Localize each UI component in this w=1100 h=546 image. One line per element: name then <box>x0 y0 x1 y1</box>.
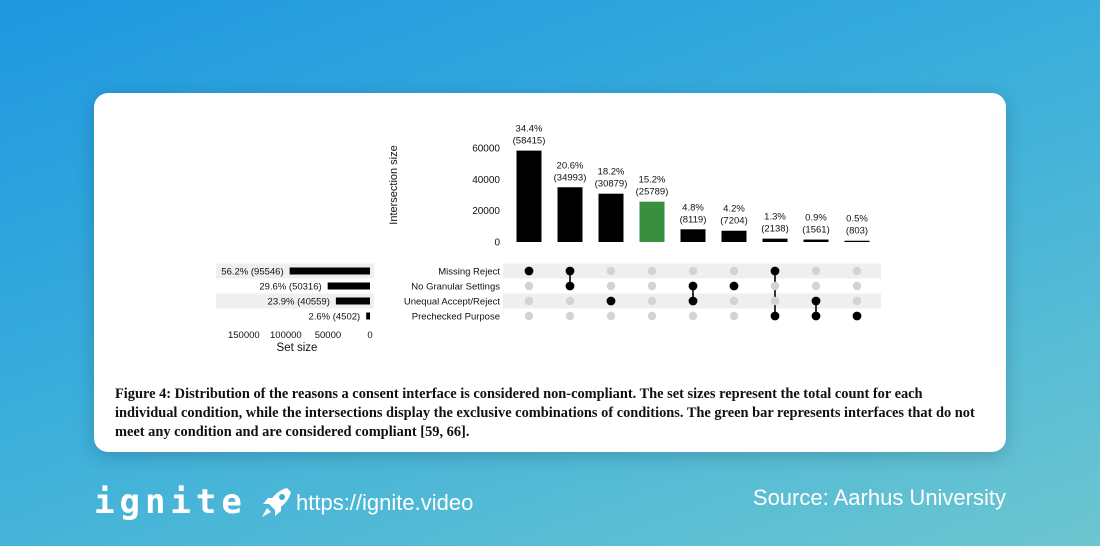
matrix-dot-inactive <box>811 281 821 291</box>
ignite-logo[interactable]: ignite <box>94 482 297 522</box>
matrix-dot-active <box>770 311 780 321</box>
matrix-dot-inactive <box>647 266 657 276</box>
bar-pct-label: 4.2% <box>723 204 745 215</box>
intersection-bar <box>516 150 542 242</box>
set-size-bar <box>366 312 370 320</box>
matrix-dot-inactive <box>565 311 575 321</box>
bar-count-label: (8119) <box>680 214 707 225</box>
bar-pct-label: 18.2% <box>598 167 625 178</box>
intersection-bar <box>844 240 870 242</box>
bar-count-label: (1561) <box>802 225 829 236</box>
set-size-label: 2.6% (4502) <box>308 312 360 323</box>
bar-count-label: (803) <box>846 226 868 237</box>
bar-pct-label: 1.3% <box>764 212 786 223</box>
bar-pct-label: 34.4% <box>516 124 543 135</box>
matrix-dot-inactive <box>770 296 780 306</box>
set-name-label: Prechecked Purpose <box>412 312 500 323</box>
x-tick-label: 150000 <box>228 330 260 341</box>
upset-chart: 0 20000 40000 60000 Intersection size 34.4%(5… <box>216 124 881 354</box>
x-tick-label: 0 <box>367 330 372 341</box>
intersection-bar <box>598 193 624 242</box>
matrix-dot-inactive <box>729 266 739 276</box>
matrix-dot-active <box>565 281 575 291</box>
bar-count-label: (30879) <box>595 179 628 190</box>
y-axis-label: Intersection size <box>388 145 400 224</box>
set-name-label: No Granular Settings <box>411 282 500 293</box>
matrix-dot-inactive <box>524 296 534 306</box>
matrix-dot-inactive <box>606 281 616 291</box>
y-tick-label: 0 <box>494 238 500 249</box>
matrix-dot-inactive <box>606 266 616 276</box>
figure-caption: Figure 4: Distribution of the reasons a … <box>115 386 975 440</box>
bar-count-label: (58415) <box>513 136 546 147</box>
y-tick-label: 60000 <box>472 144 500 155</box>
intersection-bar <box>557 187 583 242</box>
intersection-bar <box>680 229 706 242</box>
matrix-dot-inactive <box>647 311 657 321</box>
set-row-shade <box>216 293 374 309</box>
set-size-label: 29.6% (50316) <box>259 282 321 293</box>
figure-card: 0 20000 40000 60000 Intersection size 34.4% (5… <box>94 93 1006 452</box>
matrix-dot-inactive <box>688 311 698 321</box>
matrix-dot-inactive <box>729 296 739 306</box>
set-size-bar <box>327 282 370 290</box>
intersection-bar <box>721 230 747 242</box>
bar-pct-label: 0.5% <box>846 214 868 225</box>
x-tick-label: 100000 <box>270 330 302 341</box>
bar-count-label: (25789) <box>636 187 669 198</box>
set-size-bar <box>289 267 370 275</box>
bar-pct-label: 20.6% <box>557 160 584 171</box>
footer-url-link[interactable]: https://ignite.video <box>296 490 474 515</box>
set-name-label: Unequal Accept/Reject <box>404 297 500 308</box>
set-name-label: Missing Reject <box>438 267 500 278</box>
intersection-bar <box>803 239 829 242</box>
y-tick-label: 40000 <box>472 175 500 186</box>
x-tick-label: 50000 <box>315 330 341 341</box>
matrix-dot-inactive <box>852 281 862 291</box>
matrix-dot-inactive <box>565 296 575 306</box>
matrix-dot-active <box>811 311 821 321</box>
logo-text: ignite <box>94 482 247 522</box>
bar-count-label: (2138) <box>761 224 788 235</box>
rocket-icon <box>261 488 291 517</box>
bar-pct-label: 4.8% <box>682 202 704 213</box>
y-tick-label: 20000 <box>472 206 500 217</box>
matrix-dot-active <box>729 281 739 291</box>
matrix-dot-active <box>811 296 821 306</box>
matrix-dot-active <box>770 266 780 276</box>
matrix-dot-inactive <box>688 266 698 276</box>
matrix-dot-active <box>565 266 575 276</box>
bar-pct-label: 15.2% <box>639 175 666 186</box>
bar-pct-label: 0.9% <box>805 213 827 224</box>
matrix-dot-inactive <box>647 281 657 291</box>
x-axis-label: Set size <box>277 342 318 354</box>
matrix-dot-inactive <box>852 296 862 306</box>
set-size-label: 56.2% (95546) <box>221 267 283 278</box>
matrix-dot-inactive <box>770 281 780 291</box>
matrix-dot-active <box>688 296 698 306</box>
bar-count-label: (7204) <box>720 216 747 227</box>
matrix-dot-inactive <box>852 266 862 276</box>
matrix-dot-inactive <box>647 296 657 306</box>
matrix-dot-inactive <box>524 281 534 291</box>
matrix-dot-inactive <box>811 266 821 276</box>
matrix-dot-active <box>852 311 862 321</box>
bar-count-label: (34993) <box>554 172 587 183</box>
intersection-bar <box>762 238 788 242</box>
intersection-bar <box>639 201 665 242</box>
matrix-dot-inactive <box>524 311 534 321</box>
set-size-label: 23.9% (40559) <box>268 297 330 308</box>
matrix-dot-active <box>606 296 616 306</box>
matrix-dot-active <box>524 266 534 276</box>
matrix-dot-inactive <box>729 311 739 321</box>
matrix-dot-inactive <box>606 311 616 321</box>
source-credit: Source: Aarhus University <box>752 485 1006 510</box>
matrix-dot-active <box>688 281 698 291</box>
set-size-bar <box>335 297 370 305</box>
